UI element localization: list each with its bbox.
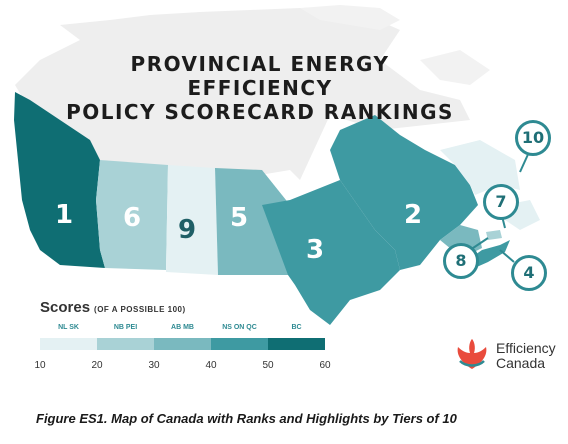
legend-title-text: Scores [40,299,91,316]
rank-bc: 1 [55,200,74,230]
legend-tick: 20 [91,360,103,371]
rank-on: 3 [306,235,325,265]
legend-category: AB MB [171,324,194,331]
province-sk [166,165,218,275]
legend-swatch [154,338,211,350]
callout-pei: 8 [443,243,479,279]
rank-mb: 5 [230,203,249,233]
title-line-1: PROVINCIAL ENERGY EFFICIENCY [130,52,390,100]
province-qc [330,115,478,270]
legend-category: BC [291,324,302,331]
province-ab [96,160,168,270]
territories-region [15,8,470,180]
legend-tick: 50 [262,360,274,371]
rank-qc: 2 [404,200,423,230]
logo-text: Efficiency Canada [496,341,556,371]
legend-tick: 30 [148,360,160,371]
legend-swatch [97,338,154,350]
legend-category: NB PEI [113,324,138,331]
province-pei [486,230,502,240]
province-on [262,180,400,325]
rank-ab: 6 [123,203,142,233]
title-line-2: POLICY SCORECARD RANKINGS [66,100,454,124]
province-bc [14,92,105,268]
legend-swatch [268,338,325,350]
legend-title: Scores (OF A POSSIBLE 100) [40,299,186,316]
logo-line-1: Efficiency [496,340,556,356]
callout-nb: 7 [483,184,519,220]
arctic-islands [300,5,490,85]
canada-map [14,5,540,325]
legend-tick: 40 [205,360,217,371]
legend-swatch [211,338,268,350]
efficiency-canada-logo-icon [457,339,487,369]
figure-caption: Figure ES1. Map of Canada with Ranks and… [36,411,457,426]
legend-category: NL SK [58,324,79,331]
legend-tick: 10 [34,360,46,371]
legend-tick: 60 [319,360,331,371]
legend-swatch [40,338,97,350]
rank-sk: 9 [178,215,197,245]
callout-ns: 4 [511,255,547,291]
legend-category: NS ON QC [222,324,257,331]
province-mb [215,168,290,275]
logo-line-2: Canada [496,355,546,371]
legend-subtitle: (OF A POSSIBLE 100) [94,305,186,314]
map-title: PROVINCIAL ENERGY EFFICIENCY POLICY SCOR… [60,52,460,124]
callout-nl: 10 [515,120,551,156]
